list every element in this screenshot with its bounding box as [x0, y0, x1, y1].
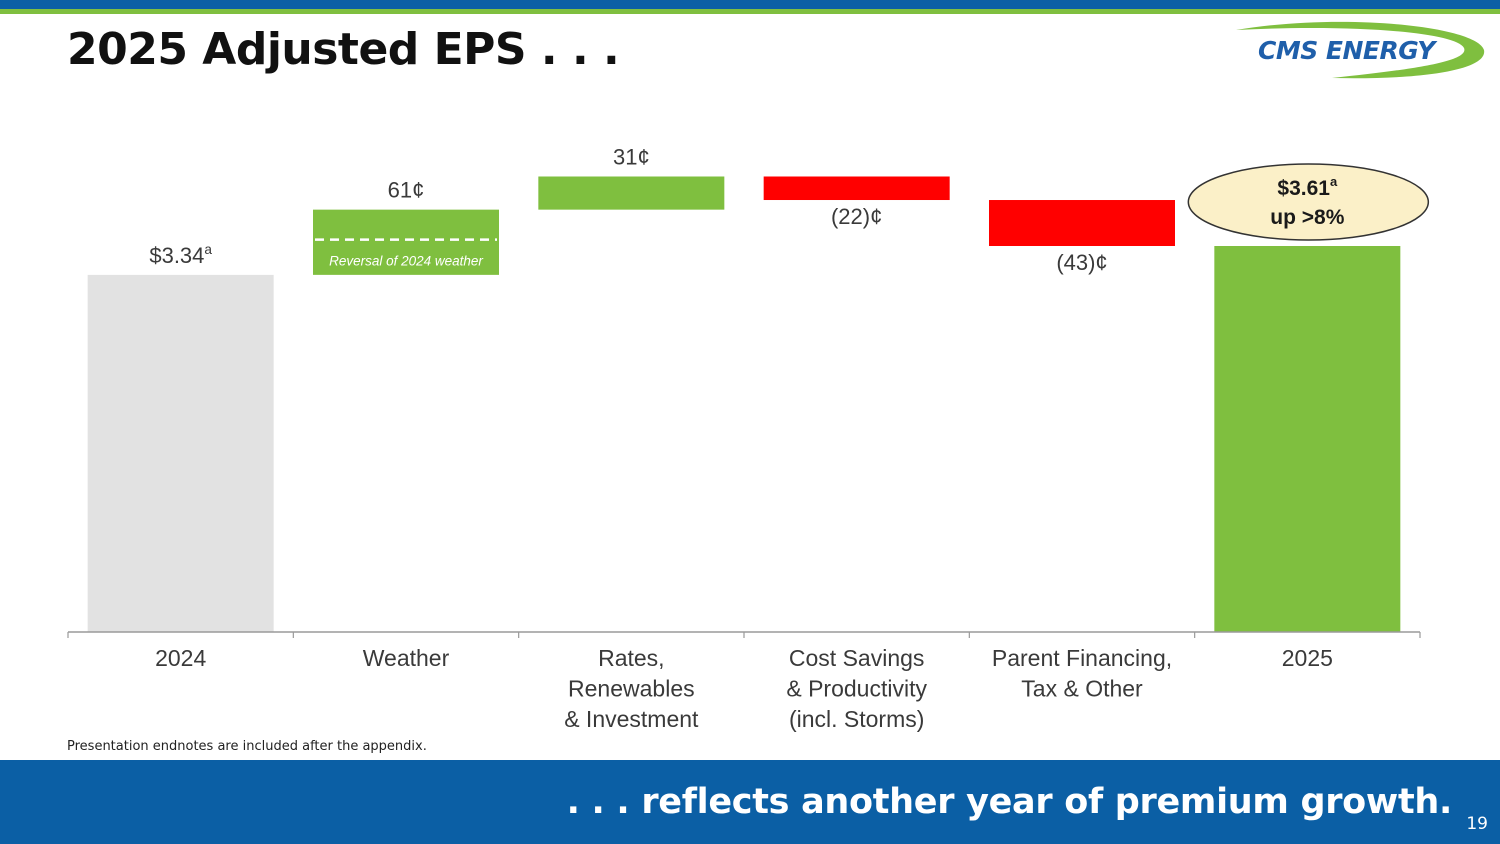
result-callout-bubble: [1187, 163, 1430, 241]
endnote-text: Presentation endnotes are included after…: [67, 739, 427, 754]
bar-label-1: 61¢: [388, 178, 425, 203]
bar-label-2: 31¢: [613, 144, 650, 169]
footer-tagline: . . . reflects another year of premium g…: [566, 782, 1453, 822]
bar-3: [763, 176, 950, 201]
category-label-3-1: & Productivity: [786, 676, 927, 702]
top-accent-green: [0, 9, 1500, 14]
bar-4: [989, 200, 1175, 246]
footer-bar: . . . reflects another year of premium g…: [0, 760, 1500, 844]
top-accent-blue: [0, 0, 1500, 9]
category-label-3-2: (incl. Storms): [789, 706, 924, 732]
category-label-5-0: 2025: [1282, 645, 1333, 671]
eps-waterfall-chart: $3.34a 2024 61¢ Reversal of 2024 weather Wea…: [67, 144, 1430, 732]
bar-label-4: (43)¢: [1056, 250, 1107, 275]
category-label-2-2: & Investment: [564, 706, 699, 732]
category-label-1-0: Weather: [363, 645, 450, 671]
callout-growth: up >8%: [1270, 206, 1344, 229]
weather-annotation: Reversal of 2024 weather: [329, 254, 483, 269]
bar-0: [87, 274, 274, 632]
category-label-0-0: 2024: [155, 645, 206, 671]
category-label-4-1: Tax & Other: [1021, 676, 1143, 702]
callout-value: $3.61a: [1277, 174, 1338, 200]
page-number: 19: [1466, 814, 1488, 834]
bar-2: [538, 176, 725, 210]
bar-1: [313, 209, 499, 275]
bar-label-0: $3.34a: [149, 242, 212, 268]
logo-text: CMS ENERGY: [1258, 36, 1435, 65]
logo-swoosh-icon: [1236, 21, 1485, 79]
cms-energy-logo: CMS ENERGY: [1232, 18, 1488, 84]
bar-label-3: (22)¢: [831, 204, 882, 229]
bar-5: [1214, 246, 1401, 632]
category-label-4-0: Parent Financing,: [992, 645, 1172, 671]
page-title: 2025 Adjusted EPS . . .: [67, 24, 620, 75]
top-accent-bar: [0, 0, 1500, 14]
category-label-2-1: Renewables: [568, 676, 695, 702]
category-label-2-0: Rates,: [598, 645, 664, 671]
category-label-3-0: Cost Savings: [789, 645, 925, 671]
